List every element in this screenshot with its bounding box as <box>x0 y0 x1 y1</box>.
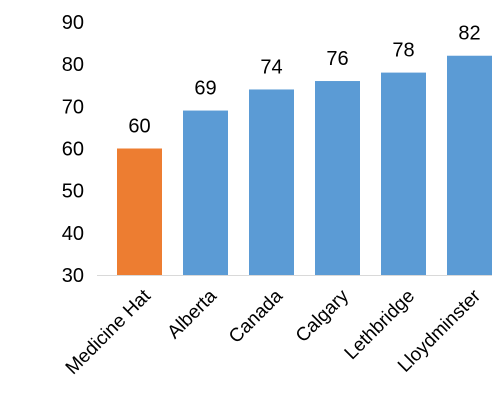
data-label: 74 <box>260 56 282 78</box>
bar-series <box>117 55 492 276</box>
bar-lloydminster <box>447 55 492 275</box>
x-tick-label: Calgary <box>292 285 353 346</box>
bar-alberta <box>183 110 228 275</box>
y-tick-label: 50 <box>62 181 84 203</box>
bar-lethbridge <box>381 72 426 275</box>
data-label: 76 <box>326 48 348 70</box>
bar-calgary <box>315 81 360 276</box>
data-labels: 60 69 74 76 78 82 <box>128 23 480 138</box>
y-tick-label: 70 <box>62 96 84 118</box>
y-tick-label: 40 <box>62 223 84 245</box>
data-label: 69 <box>194 78 216 100</box>
y-tick-label: 60 <box>62 139 84 161</box>
data-label: 60 <box>128 116 150 138</box>
y-tick-label: 80 <box>62 54 84 76</box>
x-tick-label: Alberta <box>164 285 222 343</box>
bar-canada <box>249 89 294 275</box>
x-tick-label: Canada <box>225 285 287 347</box>
y-tick-label: 30 <box>62 265 84 287</box>
y-axis: 30 40 50 60 70 80 90 <box>62 12 84 287</box>
y-tick-label: 90 <box>62 12 84 34</box>
data-label: 78 <box>392 40 414 62</box>
x-axis: Medicine Hat Alberta Canada CalgaryLethbrid… <box>62 285 486 379</box>
data-label: 82 <box>458 23 480 45</box>
x-tick-label: Medicine Hat <box>62 285 156 379</box>
bar-medicine-hat <box>117 148 162 275</box>
